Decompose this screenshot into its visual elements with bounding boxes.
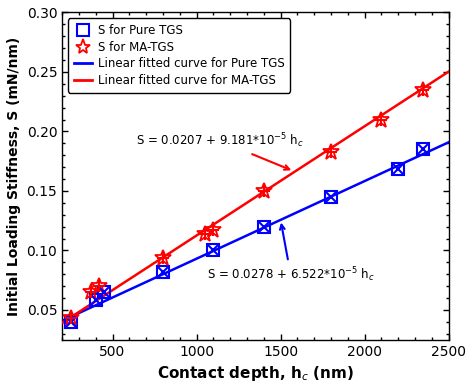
- Text: S = 0.0278 + 6.522*10$^{-5}$ h$_c$: S = 0.0278 + 6.522*10$^{-5}$ h$_c$: [207, 225, 375, 284]
- Text: S = 0.0207 + 9.181*10$^{-5}$ h$_c$: S = 0.0207 + 9.181*10$^{-5}$ h$_c$: [136, 131, 304, 170]
- Y-axis label: Initial Loading Stiffness, S (mN/nm): Initial Loading Stiffness, S (mN/nm): [7, 36, 21, 316]
- Legend: S for Pure TGS, S for MA-TGS, Linear fitted curve for Pure TGS, Linear fitted cu: S for Pure TGS, S for MA-TGS, Linear fit…: [68, 18, 290, 93]
- X-axis label: Contact depth, h$_c$ (nm): Contact depth, h$_c$ (nm): [157, 364, 354, 383]
